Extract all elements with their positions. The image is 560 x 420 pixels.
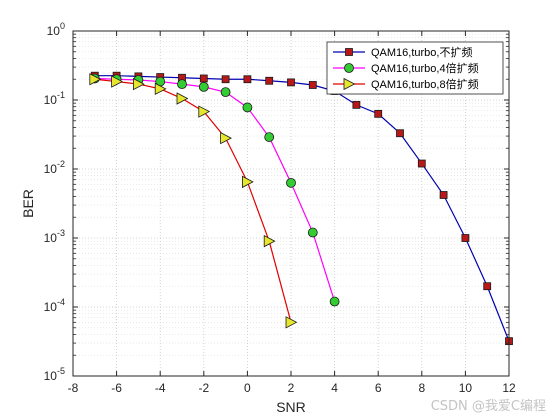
x-tick-label: 2 <box>288 381 295 395</box>
x-tick-label: 6 <box>375 381 382 395</box>
legend-label-2: QAM16,turbo,4倍扩频 <box>371 61 479 75</box>
series-1-marker <box>461 234 470 242</box>
x-tick-label: -8 <box>68 381 79 395</box>
x-tick-label: -4 <box>155 381 166 395</box>
x-tick-label: 12 <box>502 381 516 395</box>
series-1-marker <box>287 78 295 87</box>
series-2-marker <box>307 227 318 238</box>
series-1-marker <box>199 74 208 83</box>
y-tick-label: 10-2 <box>44 159 65 176</box>
legend-marker-2 <box>344 63 354 73</box>
series-2-marker <box>220 87 231 98</box>
legend-marker-3 <box>343 77 356 91</box>
x-tick-label: -6 <box>111 381 122 395</box>
y-tick-label: 10-1 <box>44 90 65 107</box>
series-line-3 <box>94 78 292 323</box>
series-3-marker <box>263 234 276 248</box>
series-1-marker <box>352 100 361 109</box>
legend: QAM16,turbo,不扩频 QAM16,turbo,4倍扩频 QAM16,tur… <box>326 41 504 95</box>
series-3-marker <box>89 73 102 86</box>
series-1-marker <box>265 76 274 85</box>
series-2-marker <box>177 79 187 89</box>
legend-label-1: QAM16,turbo,不扩频 <box>371 45 472 59</box>
y-tick-label: 10-4 <box>44 297 65 314</box>
x-tick-label: 0 <box>244 381 251 395</box>
y-tick-label: 100 <box>47 21 65 38</box>
series-2-marker <box>329 296 340 307</box>
series-2-marker <box>242 102 253 113</box>
series-3-marker <box>241 175 254 189</box>
x-tick-label: 8 <box>418 381 425 395</box>
y-tick-label: 10-3 <box>44 228 65 245</box>
series-3-marker <box>176 92 189 105</box>
series-1-marker <box>221 75 230 84</box>
series-3-marker <box>285 316 298 329</box>
series-layer <box>89 71 513 346</box>
minor-grid <box>73 33 509 356</box>
series-1-marker <box>308 81 317 89</box>
x-tick-label: 4 <box>331 381 338 395</box>
series-3-marker <box>111 75 123 88</box>
series-3-marker <box>154 82 167 96</box>
series-1-marker <box>374 109 383 118</box>
series-3-marker <box>220 131 232 145</box>
series-2-marker <box>198 81 209 92</box>
x-tick-label: -2 <box>198 381 209 395</box>
series-2-marker <box>264 132 275 142</box>
legend-marker-1 <box>345 48 353 56</box>
legend-label-3: QAM16,turbo,8倍扩频 <box>371 77 479 91</box>
series-1-marker <box>396 129 404 138</box>
series-3-marker <box>132 77 145 91</box>
series-2-marker <box>286 177 296 188</box>
x-axis-label: SNR <box>276 399 306 415</box>
y-tick-label: 10-5 <box>44 366 65 383</box>
series-1-marker <box>439 191 448 199</box>
x-tick-label: 10 <box>459 381 473 395</box>
axis-ticks: -8 -6 -4 -2 0 2 4 6 8 10 12 10-5 10-4 10-3 10-2 10-1 100 <box>44 21 516 395</box>
watermark-text: CSDN @我爱C编程 <box>430 399 546 414</box>
series-3-marker <box>198 105 211 118</box>
series-1-marker <box>243 75 252 84</box>
series-1-marker <box>483 282 492 291</box>
series-1-marker <box>417 159 426 168</box>
y-axis-label: BER <box>20 189 36 218</box>
